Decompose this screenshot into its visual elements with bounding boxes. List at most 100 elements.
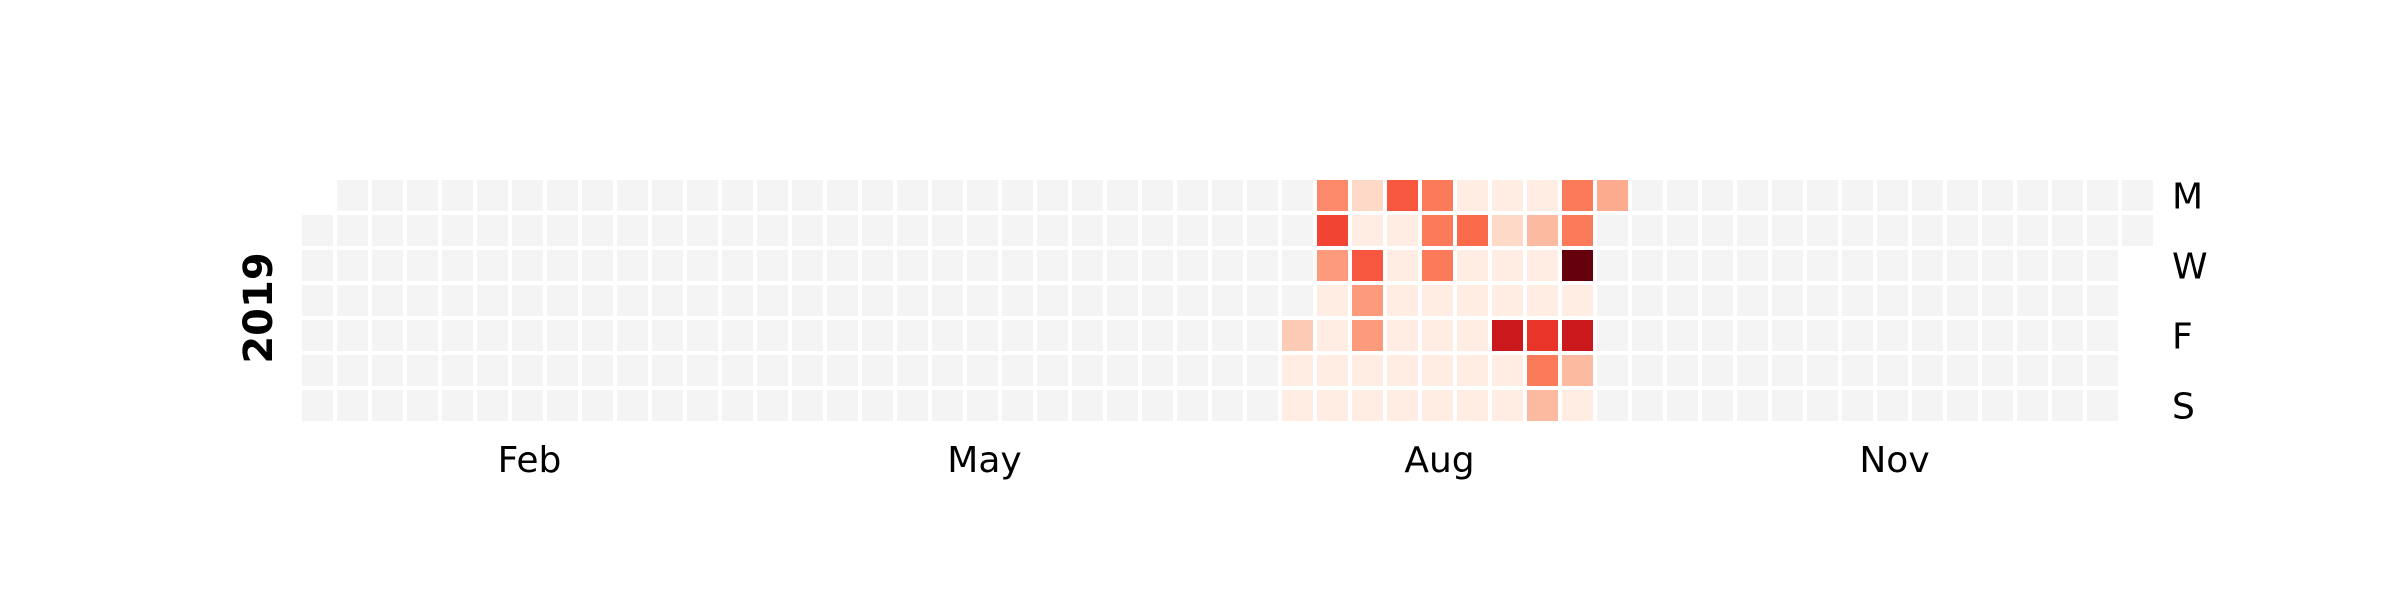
- heatmap-cell: [337, 320, 368, 351]
- heatmap-cell: [862, 180, 893, 211]
- heatmap-cell: [1982, 355, 2013, 386]
- heatmap-cell: [1142, 320, 1173, 351]
- heatmap-cell: [2017, 180, 2048, 211]
- heatmap-cell-active: [1457, 285, 1488, 316]
- heatmap-cell: [722, 215, 753, 246]
- heatmap-cell: [407, 250, 438, 281]
- heatmap-cell: [687, 180, 718, 211]
- heatmap-cell: [1772, 390, 1803, 421]
- heatmap-cell: [1947, 285, 1978, 316]
- heatmap-cell-active: [1317, 320, 1348, 351]
- heatmap-cell-active: [1282, 355, 1313, 386]
- heatmap-cell-active: [1492, 320, 1523, 351]
- heatmap-cell: [407, 355, 438, 386]
- heatmap-cell: [1072, 180, 1103, 211]
- heatmap-cell: [1282, 250, 1313, 281]
- heatmap-cell: [372, 285, 403, 316]
- heatmap-cell-active: [1282, 390, 1313, 421]
- heatmap-cell: [372, 180, 403, 211]
- heatmap-cell: [617, 285, 648, 316]
- heatmap-cell: [1947, 320, 1978, 351]
- heatmap-cell: [792, 355, 823, 386]
- heatmap-cell: [1107, 390, 1138, 421]
- heatmap-cell: [652, 215, 683, 246]
- heatmap-cell: [512, 355, 543, 386]
- heatmap-cell: [442, 215, 473, 246]
- heatmap-cell: [827, 215, 858, 246]
- heatmap-cell: [1002, 320, 1033, 351]
- heatmap-cell: [407, 390, 438, 421]
- heatmap-cell: [1177, 355, 1208, 386]
- heatmap-cell-active: [1352, 390, 1383, 421]
- heatmap-cell: [512, 390, 543, 421]
- heatmap-cell: [897, 285, 928, 316]
- year-label: 2019: [236, 252, 282, 363]
- heatmap-cell-active: [1492, 250, 1523, 281]
- heatmap-cell: [1002, 250, 1033, 281]
- heatmap-cell: [302, 355, 333, 386]
- heatmap-cell: [407, 180, 438, 211]
- heatmap-cell: [337, 215, 368, 246]
- heatmap-cell: [1597, 355, 1628, 386]
- heatmap-cell: [687, 355, 718, 386]
- heatmap-cell: [1037, 250, 1068, 281]
- heatmap-cell-active: [1387, 215, 1418, 246]
- heatmap-cell: [512, 215, 543, 246]
- heatmap-cell: [722, 320, 753, 351]
- heatmap-cell: [1597, 285, 1628, 316]
- heatmap-cell-active: [1457, 215, 1488, 246]
- heatmap-cell: [2017, 215, 2048, 246]
- heatmap-cell-active: [1387, 355, 1418, 386]
- heatmap-cell: [1632, 390, 1663, 421]
- heatmap-cell: [477, 390, 508, 421]
- heatmap-cell: [1947, 215, 1978, 246]
- heatmap-cell: [1947, 355, 1978, 386]
- heatmap-cell: [1947, 250, 1978, 281]
- heatmap-cell: [862, 285, 893, 316]
- heatmap-cells: [302, 180, 2153, 421]
- heatmap-cell: [1002, 215, 1033, 246]
- heatmap-cell: [1212, 285, 1243, 316]
- heatmap-cell-active: [1387, 390, 1418, 421]
- heatmap-cell: [1212, 180, 1243, 211]
- heatmap-cell: [1807, 390, 1838, 421]
- month-axis: Feb May Aug Nov: [498, 440, 1930, 481]
- heatmap-cell-active: [1387, 180, 1418, 211]
- heatmap-cell: [512, 180, 543, 211]
- heatmap-cell: [302, 320, 333, 351]
- heatmap-cell-active: [1492, 215, 1523, 246]
- heatmap-cell: [372, 390, 403, 421]
- heatmap-cell: [792, 320, 823, 351]
- heatmap-cell: [1877, 180, 1908, 211]
- heatmap-cell: [2087, 390, 2118, 421]
- heatmap-cell: [792, 285, 823, 316]
- heatmap-cell: [1877, 320, 1908, 351]
- heatmap-cell: [757, 250, 788, 281]
- heatmap-cell: [1177, 250, 1208, 281]
- heatmap-cell: [722, 355, 753, 386]
- heatmap-cell: [547, 390, 578, 421]
- heatmap-cell: [1247, 355, 1278, 386]
- heatmap-cell-active: [1457, 355, 1488, 386]
- heatmap-cell: [652, 390, 683, 421]
- heatmap-cell: [792, 390, 823, 421]
- heatmap-cell: [967, 285, 998, 316]
- heatmap-cell: [2087, 285, 2118, 316]
- heatmap-cell: [1142, 285, 1173, 316]
- heatmap-cell: [582, 215, 613, 246]
- heatmap-cell: [1982, 320, 2013, 351]
- heatmap-cell: [1842, 180, 1873, 211]
- heatmap-cell: [1072, 320, 1103, 351]
- heatmap-cell: [1772, 355, 1803, 386]
- heatmap-cell: [442, 320, 473, 351]
- heatmap-cell-active: [1317, 215, 1348, 246]
- heatmap-cell: [1632, 320, 1663, 351]
- heatmap-cell-active: [1422, 320, 1453, 351]
- weekday-tick-label: S: [2172, 387, 2195, 428]
- heatmap-cell: [2087, 250, 2118, 281]
- heatmap-cell: [1912, 390, 1943, 421]
- heatmap-cell: [722, 285, 753, 316]
- heatmap-cell-active: [1562, 320, 1593, 351]
- heatmap-cell: [827, 250, 858, 281]
- heatmap-cell: [582, 285, 613, 316]
